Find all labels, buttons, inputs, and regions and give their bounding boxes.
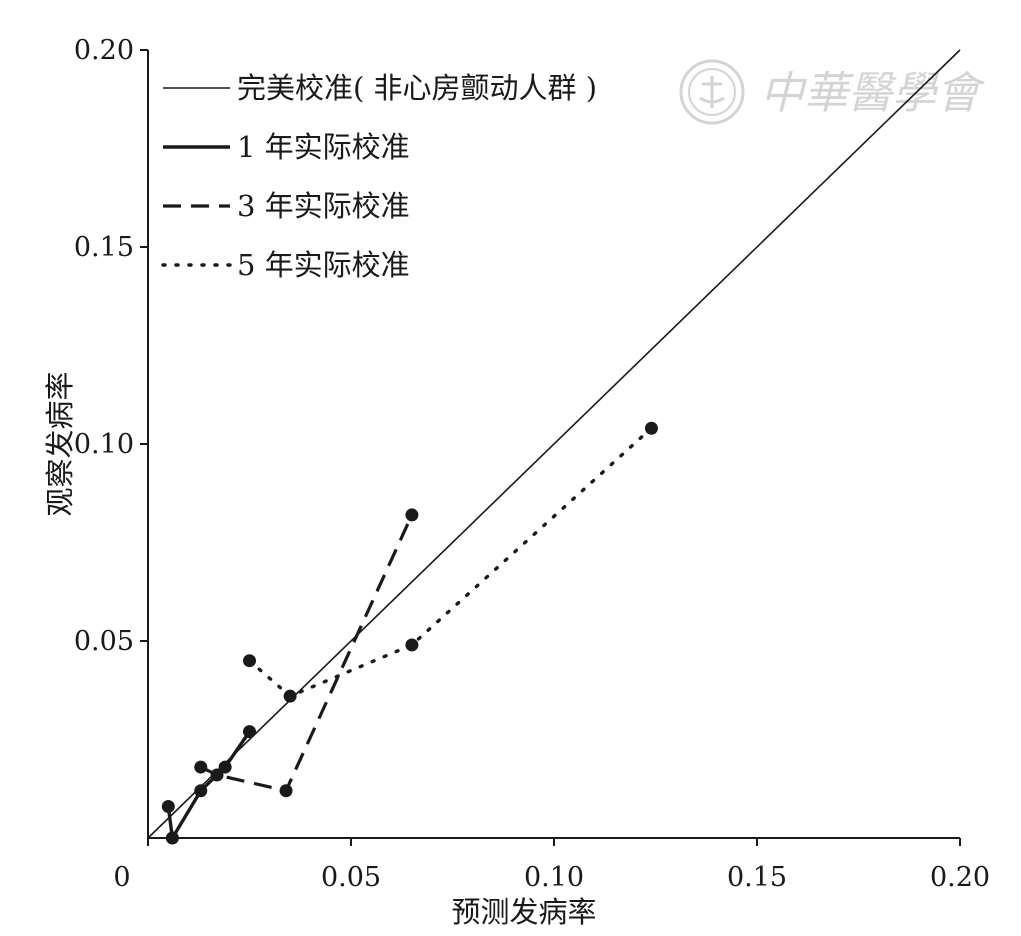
y-axis-title: 观察发病率 xyxy=(43,371,77,516)
data-point xyxy=(194,784,208,798)
data-point xyxy=(194,760,208,774)
data-point xyxy=(405,508,419,522)
legend-item-3: 3 年实际校准 xyxy=(163,189,410,223)
data-point xyxy=(218,760,232,774)
data-point xyxy=(243,725,256,739)
legend-label: 完美校准( 非心房颤动人群 ) xyxy=(237,71,597,105)
series-layer xyxy=(147,49,961,845)
x-tick-label: 0.10 xyxy=(524,862,584,893)
y-tick-label: 0.05 xyxy=(74,626,134,657)
series-1 xyxy=(147,49,961,839)
series-line xyxy=(200,514,414,793)
legend-label: 3 年实际校准 xyxy=(237,189,410,223)
axes: 0 0.05 0.10 0.15 0.20 0.05 0.10 0.15 0.20 预测发病率 观察… xyxy=(43,35,990,929)
society-seal-icon xyxy=(679,59,745,125)
data-point xyxy=(405,638,419,652)
legend-item-2: 1 年实际校准 xyxy=(163,130,410,164)
y-tick-label: 0.20 xyxy=(74,35,134,66)
x-axis-title: 预测发病率 xyxy=(451,895,596,929)
legend-item-1: 完美校准( 非心房颤动人群 ) xyxy=(163,71,597,105)
legend-item-4: 5 年实际校准 xyxy=(161,248,410,282)
x-tick-label: 0.20 xyxy=(930,862,990,893)
legend: 完美校准( 非心房颤动人群 ) 1 年实际校准 3 年实际校准 5 年实际校准 xyxy=(161,71,597,282)
x-tick-label: 0.05 xyxy=(321,862,381,893)
data-point xyxy=(644,421,658,435)
y-tick-label: 0.10 xyxy=(74,429,134,460)
data-point xyxy=(283,689,297,703)
series-line xyxy=(166,730,251,844)
series-line xyxy=(147,49,961,839)
legend-label: 5 年实际校准 xyxy=(237,248,410,282)
legend-label: 1 年实际校准 xyxy=(237,130,410,164)
data-point xyxy=(243,654,256,668)
x-tick-label: 0 xyxy=(113,862,130,893)
series-4 xyxy=(243,421,658,703)
y-tick-label: 0.15 xyxy=(74,232,134,263)
series-line xyxy=(247,426,654,699)
watermark-text: 中華醫學會 xyxy=(760,68,986,119)
data-point xyxy=(210,768,224,782)
data-point xyxy=(165,831,179,845)
data-point xyxy=(279,784,293,798)
series-2 xyxy=(161,725,256,845)
data-point xyxy=(161,799,175,813)
x-tick-label: 0.15 xyxy=(727,862,787,893)
series-3 xyxy=(194,508,419,798)
watermark: 中華醫學會 xyxy=(679,59,986,125)
